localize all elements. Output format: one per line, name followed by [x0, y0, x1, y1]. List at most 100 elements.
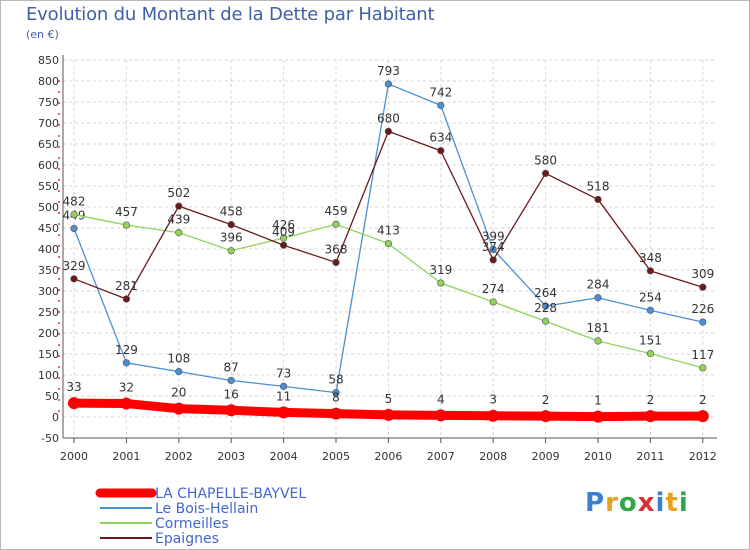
data-point [489, 245, 497, 254]
y-tick-label: 550 [38, 180, 59, 193]
data-point [437, 147, 445, 155]
logo-letter: i [655, 488, 666, 518]
data-point [541, 317, 550, 325]
data-label: 274 [482, 282, 505, 296]
data-point [696, 410, 709, 423]
x-tick-label: 2002 [165, 450, 193, 463]
data-label: 396 [220, 231, 243, 245]
y-tick-label: 50 [45, 390, 59, 403]
x-tick-label: 2001 [112, 450, 140, 463]
x-tick-label: 2007 [427, 450, 455, 463]
data-point [384, 80, 393, 88]
data-point [68, 397, 80, 410]
data-point [330, 407, 342, 420]
legend-label: Le Bois-Hellain [155, 501, 258, 517]
y-tick-label: 600 [38, 159, 59, 172]
data-label: 58 [328, 373, 343, 387]
y-tick-label: 250 [38, 306, 59, 319]
series-la-chapelle-bayvel: 33 32 20 16 11 8 5 4 3 2 1 2 2 [66, 380, 709, 423]
data-point [646, 349, 655, 358]
data-point [594, 337, 602, 345]
data-label: 2 [699, 393, 707, 407]
data-label: 32 [119, 381, 134, 395]
series-epaignes: 329 281 502 458 409 368 680 634 374 580 518 348 309 [63, 111, 714, 303]
data-label: 284 [587, 278, 610, 292]
data-point [122, 359, 130, 367]
data-label: 11 [276, 389, 291, 403]
data-label: 409 [272, 225, 295, 239]
data-label: 151 [639, 334, 662, 348]
data-point [227, 221, 235, 229]
x-tick-label: 2003 [217, 450, 245, 463]
data-label: 129 [115, 343, 138, 357]
data-label: 680 [377, 111, 400, 125]
data-point [699, 364, 707, 372]
logo-letter: r [605, 488, 619, 518]
data-label: 374 [482, 240, 505, 254]
y-tick-label: 200 [38, 327, 59, 340]
data-point [541, 302, 550, 310]
data-label: 108 [167, 352, 190, 366]
data-point [70, 224, 78, 233]
y-tick-label: 350 [38, 264, 59, 277]
data-point [280, 382, 288, 390]
data-label: 518 [587, 179, 610, 193]
x-tick-label: 2004 [270, 450, 298, 463]
y-tick-label: 300 [38, 285, 59, 298]
chart-subtitle: (en €) [26, 28, 59, 41]
x-tick-label: 2008 [479, 450, 507, 463]
y-tick-label: 0 [52, 411, 59, 424]
y-tick-label: 700 [38, 117, 59, 130]
data-point [539, 410, 552, 423]
data-point [487, 409, 500, 422]
data-label: 4 [437, 392, 445, 406]
data-point [646, 306, 655, 314]
x-tick-label: 2011 [636, 450, 664, 463]
data-point [384, 127, 393, 135]
logo-letter: o [618, 488, 638, 518]
y-tick-label: -50 [41, 432, 59, 445]
legend-label: Cormeilles [155, 516, 229, 532]
proxiti-logo: Proxiti [585, 488, 689, 518]
data-label: 1 [594, 394, 602, 408]
legend-label: LA CHAPELLE-BAYVEL [155, 486, 306, 502]
legend-label: Epaignes [155, 531, 219, 547]
y-tick-label: 650 [38, 138, 59, 151]
y-tick-label: 150 [38, 348, 59, 361]
data-label: 329 [63, 259, 86, 273]
data-point [227, 247, 235, 255]
data-point [489, 256, 497, 264]
data-point [227, 376, 235, 385]
chart-title: Evolution du Montant de la Dette par Hab… [26, 4, 435, 25]
data-label: 87 [224, 360, 239, 374]
data-point [332, 258, 340, 267]
y-tick-label: 850 [38, 54, 59, 67]
data-point [384, 239, 393, 248]
data-label: 5 [385, 392, 393, 406]
y-tick-label: 450 [38, 222, 59, 235]
data-label: 181 [587, 321, 610, 335]
data-label: 459 [325, 204, 348, 218]
y-tick-label: 400 [38, 243, 59, 256]
data-point [437, 101, 445, 109]
data-label: 502 [167, 186, 190, 200]
x-tick-label: 2010 [584, 450, 612, 463]
data-point [592, 410, 604, 423]
data-label: 793 [377, 64, 400, 78]
data-label: 319 [429, 263, 452, 277]
data-point [122, 221, 130, 229]
data-point [699, 318, 707, 326]
data-label: 3 [489, 393, 497, 407]
data-label: 399 [482, 229, 505, 243]
y-tick-label: 500 [38, 201, 59, 214]
data-point [594, 294, 602, 302]
x-tick-label: 2009 [532, 450, 560, 463]
data-point [280, 241, 288, 249]
data-label: 281 [115, 279, 138, 293]
data-point [120, 397, 133, 410]
data-point [434, 409, 447, 422]
logo-letter: t [665, 488, 679, 518]
data-point [172, 402, 185, 415]
